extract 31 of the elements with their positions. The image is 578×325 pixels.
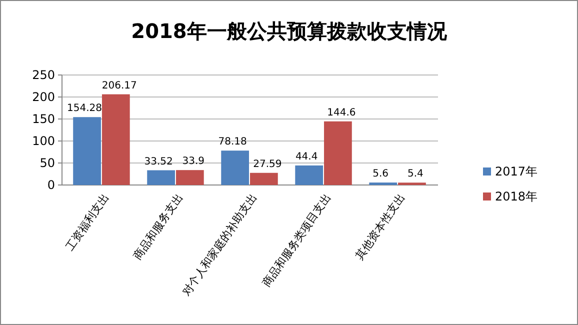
legend-label: 2018年 bbox=[495, 190, 538, 204]
x-tick-label: 工资福利支出 bbox=[63, 191, 112, 253]
data-label: 144.6 bbox=[327, 107, 356, 118]
data-label: 78.18 bbox=[218, 136, 247, 148]
y-tick-label: 250 bbox=[32, 68, 55, 82]
data-label: 206.17 bbox=[102, 80, 137, 92]
y-tick-label: 0 bbox=[47, 178, 55, 192]
y-tick-label: 50 bbox=[40, 156, 55, 170]
y-tick-label: 100 bbox=[32, 134, 55, 148]
bar bbox=[147, 170, 175, 185]
data-label: 5.6 bbox=[372, 168, 389, 180]
data-label: 27.59 bbox=[253, 158, 282, 170]
data-label: 5.4 bbox=[408, 168, 424, 180]
bar bbox=[221, 150, 249, 185]
bar bbox=[102, 94, 130, 185]
legend-label: 2017年 bbox=[495, 164, 538, 179]
x-tick-label: 其他资本性支出 bbox=[352, 191, 408, 262]
chart-title: 2018年一般公共预算拨款收支情况 bbox=[131, 19, 448, 43]
x-tick-label: 商品和服务类项目支出 bbox=[260, 191, 334, 290]
data-label: 33.52 bbox=[144, 156, 173, 168]
data-label: 154.28 bbox=[67, 103, 102, 114]
bar bbox=[324, 121, 352, 185]
bar bbox=[73, 117, 101, 185]
bar bbox=[176, 170, 204, 185]
x-tick-label: 商品和服务支出 bbox=[130, 191, 186, 262]
bar bbox=[295, 165, 324, 185]
bar bbox=[250, 172, 278, 185]
data-label: 33.9 bbox=[182, 156, 205, 168]
y-tick-label: 200 bbox=[32, 90, 55, 104]
data-label: 44.4 bbox=[295, 151, 318, 162]
y-tick-label: 150 bbox=[32, 112, 55, 126]
